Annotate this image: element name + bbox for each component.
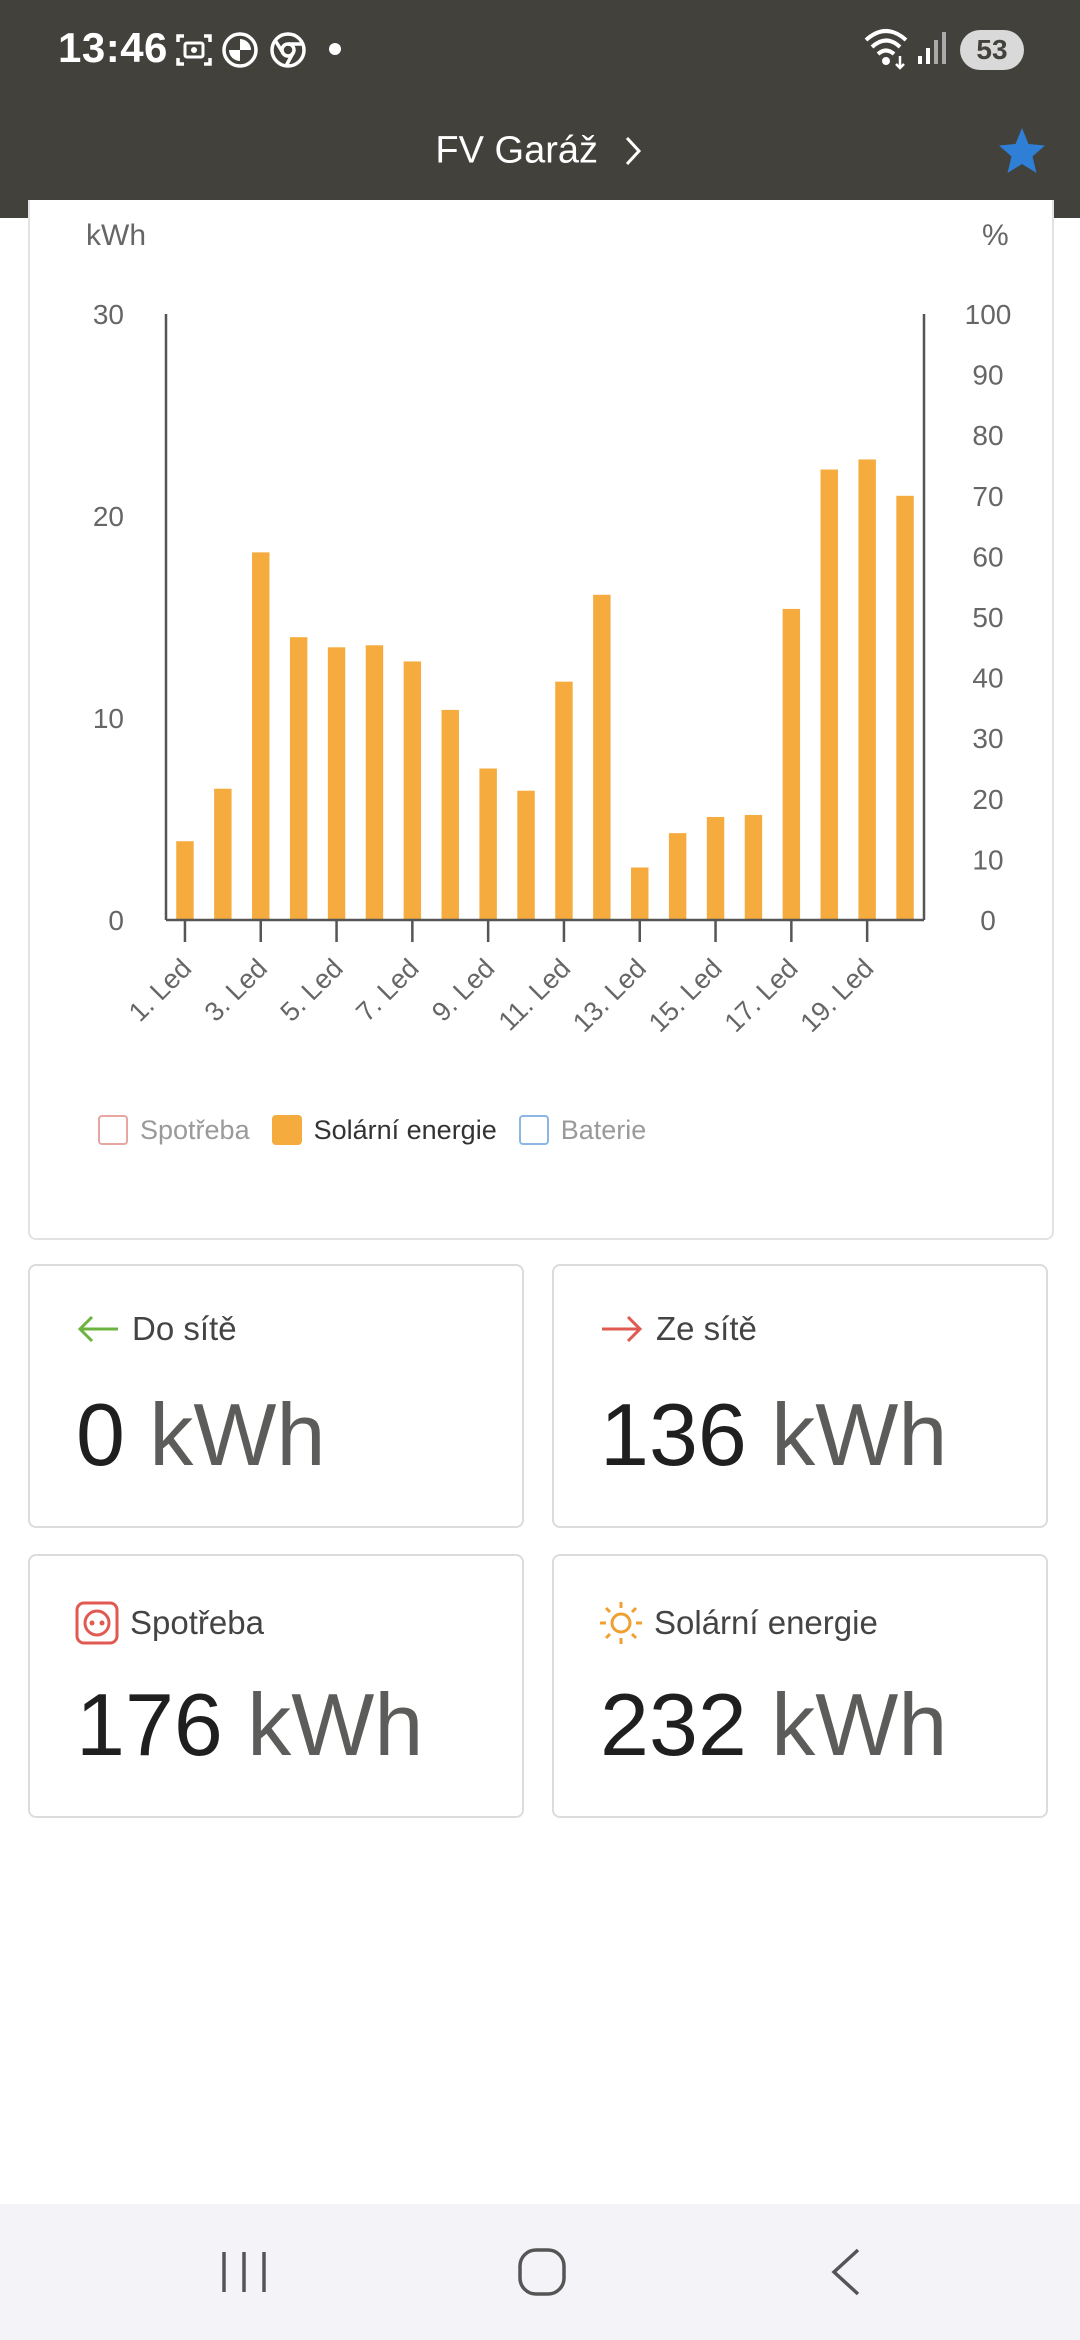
energy-chart-card: kWh % 30 20 10 0 100 90 80 70 60 50 40 30 20 10 0 1. … bbox=[28, 200, 1054, 1240]
bar-2[interactable] bbox=[214, 788, 232, 920]
y-right-tick-label: 30 bbox=[972, 723, 1003, 754]
page-title: FV Garáž bbox=[435, 129, 599, 172]
y-right-tick-label: 90 bbox=[972, 360, 1003, 391]
bar-8[interactable] bbox=[441, 709, 459, 920]
wifi-icon bbox=[864, 29, 908, 70]
y-right-tick-label: 70 bbox=[972, 481, 1003, 512]
stat-label-do-site: Do sítě bbox=[132, 1310, 237, 1347]
bar-3[interactable] bbox=[252, 552, 270, 920]
y-right-tick-label: 60 bbox=[972, 541, 1003, 572]
y-right-axis-label: % bbox=[982, 219, 1009, 252]
legend-box-spotreba bbox=[98, 1115, 128, 1145]
stat-unit-solarni: kWh bbox=[771, 1675, 948, 1774]
x-tick-label: 17. Led bbox=[719, 953, 804, 1038]
y-right-tick-label: 100 bbox=[965, 299, 1012, 330]
star-icon[interactable] bbox=[994, 124, 1050, 180]
legend-label-baterie: Baterie bbox=[560, 1114, 647, 1145]
stat-value-spotreba: 176 bbox=[76, 1675, 223, 1774]
signal-icon bbox=[918, 32, 946, 64]
stat-card-ze-site[interactable]: Ze sítě 136 kWh bbox=[552, 1264, 1048, 1528]
bar-18[interactable] bbox=[820, 469, 838, 920]
socket-icon bbox=[75, 1601, 119, 1645]
stat-card-solarni[interactable]: Solární energie 232 kWh bbox=[552, 1554, 1048, 1818]
x-tick-label: 7. Led bbox=[350, 953, 424, 1027]
y-left-tick-label: 10 bbox=[93, 703, 124, 734]
bar-14[interactable] bbox=[668, 833, 687, 920]
legend-label-solarni: Solární energie bbox=[313, 1114, 497, 1145]
stat-unit-do-site: kWh bbox=[149, 1385, 326, 1484]
bmw-icon bbox=[222, 32, 258, 68]
legend-item-baterie[interactable]: Baterie bbox=[518, 1114, 647, 1146]
chrome-icon bbox=[270, 32, 306, 68]
bar-4[interactable] bbox=[289, 637, 308, 920]
stat-label-ze-site: Ze sítě bbox=[656, 1310, 757, 1347]
battery-level: 53 bbox=[976, 34, 1008, 65]
bar-13[interactable] bbox=[631, 867, 649, 920]
sun-icon bbox=[600, 1602, 642, 1644]
y-right-tick-label: 0 bbox=[980, 905, 996, 936]
app-header: FV Garáž bbox=[0, 100, 1080, 218]
status-bar: 13:46 53 bbox=[0, 0, 1080, 100]
system-nav-bar bbox=[0, 2204, 1080, 2340]
stat-card-spotreba[interactable]: Spotřeba 176 kWh bbox=[28, 1554, 524, 1818]
header-title-button[interactable]: FV Garáž bbox=[0, 128, 1080, 172]
bar-19[interactable] bbox=[858, 459, 876, 920]
y-left-tick-label: 20 bbox=[93, 501, 124, 532]
legend-item-solarni[interactable]: Solární energie bbox=[271, 1114, 497, 1146]
bar-6[interactable] bbox=[365, 645, 384, 920]
chart-legend: Spotřeba Solární energie Baterie bbox=[98, 1112, 668, 1148]
stat-card-do-site[interactable]: Do sítě 0 kWh bbox=[28, 1264, 524, 1528]
bar-1[interactable] bbox=[176, 841, 194, 920]
y-right-tick-label: 10 bbox=[972, 844, 1003, 875]
x-tick-label: 19. Led bbox=[794, 953, 879, 1038]
screenshot-icon bbox=[176, 34, 212, 66]
stat-value-solarni: 232 bbox=[600, 1675, 747, 1774]
bar-9[interactable] bbox=[479, 768, 497, 921]
bar-10[interactable] bbox=[517, 790, 535, 920]
status-time: 13:46 bbox=[58, 24, 168, 71]
x-tick-label: 1. Led bbox=[123, 953, 197, 1027]
legend-box-solarni bbox=[271, 1115, 302, 1145]
y-right-tick-label: 80 bbox=[972, 420, 1003, 451]
bar-20[interactable] bbox=[896, 495, 914, 920]
dot-icon bbox=[329, 43, 341, 55]
stat-label-solarni: Solární energie bbox=[654, 1604, 878, 1641]
bar-17[interactable] bbox=[782, 608, 801, 920]
x-tick-label: 13. Led bbox=[567, 953, 652, 1038]
legend-item-spotreba[interactable]: Spotřeba bbox=[98, 1115, 250, 1146]
y-right-tick-label: 40 bbox=[972, 663, 1003, 694]
bar-7[interactable] bbox=[403, 661, 422, 920]
bar-12[interactable] bbox=[593, 594, 611, 920]
bar-16[interactable] bbox=[744, 814, 763, 920]
y-right-tick-label: 20 bbox=[972, 784, 1003, 815]
stat-value-do-site: 0 bbox=[76, 1385, 125, 1484]
y-right-tick-label: 50 bbox=[972, 602, 1003, 633]
back-icon[interactable] bbox=[818, 2244, 878, 2300]
recent-apps-icon[interactable] bbox=[214, 2244, 274, 2300]
y-left-tick-label: 30 bbox=[93, 299, 124, 330]
legend-box-baterie bbox=[518, 1115, 549, 1145]
bar-5[interactable] bbox=[327, 647, 346, 920]
home-icon[interactable] bbox=[512, 2244, 572, 2300]
stat-unit-ze-site: kWh bbox=[771, 1385, 948, 1484]
bar-11[interactable] bbox=[555, 681, 573, 920]
y-left-axis-label: kWh bbox=[86, 219, 146, 252]
y-left-tick-label: 0 bbox=[108, 905, 124, 936]
bar-15[interactable] bbox=[706, 816, 725, 920]
stat-label-spotreba: Spotřeba bbox=[130, 1604, 264, 1641]
legend-label-spotreba: Spotřeba bbox=[140, 1114, 250, 1145]
arrow-right-icon bbox=[602, 1315, 643, 1343]
x-tick-label: 5. Led bbox=[274, 953, 348, 1027]
battery-icon: 53 bbox=[960, 30, 1024, 70]
stat-unit-spotreba: kWh bbox=[247, 1675, 424, 1774]
x-tick-label: 15. Led bbox=[643, 953, 728, 1038]
stat-value-ze-site: 136 bbox=[600, 1385, 747, 1484]
x-tick-label: 11. Led bbox=[493, 953, 577, 1037]
arrow-left-icon bbox=[77, 1315, 118, 1343]
x-tick-label: 3. Led bbox=[199, 953, 273, 1027]
chevron-right-icon bbox=[625, 136, 641, 165]
x-tick-label: 9. Led bbox=[426, 953, 500, 1027]
